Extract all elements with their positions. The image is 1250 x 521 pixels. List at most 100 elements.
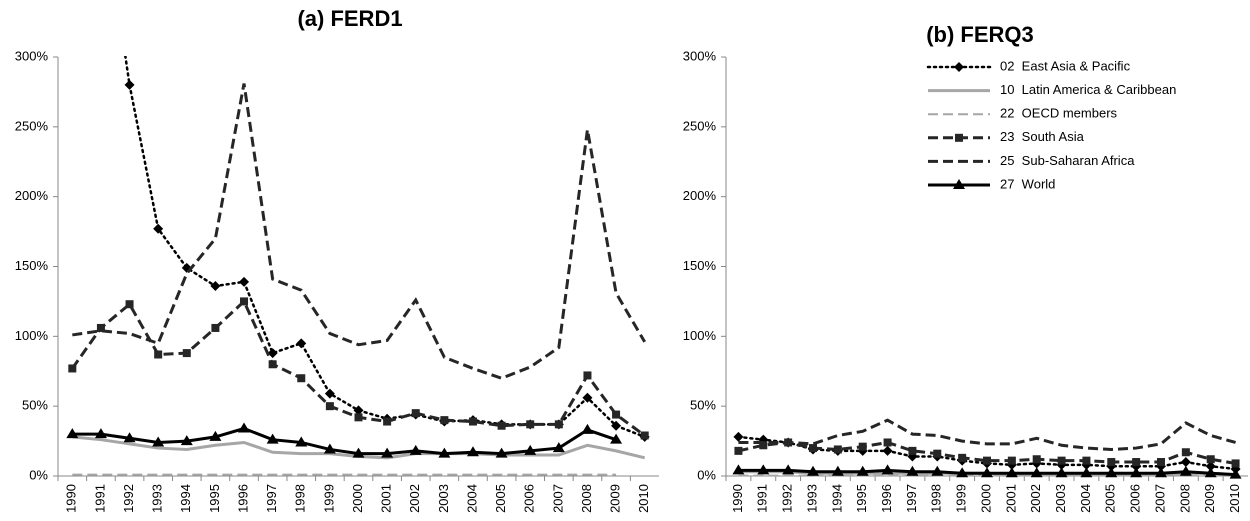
marker [440,416,449,425]
series-line [738,418,1236,451]
y-tick-label: 50% [22,398,48,413]
marker [240,297,249,306]
marker [611,420,622,431]
marker [908,446,917,455]
marker [933,449,942,458]
marker [931,465,944,476]
y-tick-label: 0% [697,467,716,482]
marker [297,374,306,383]
series-line [72,426,617,456]
x-tick-label: 2006 [522,484,537,513]
marker [1107,458,1116,467]
x-tick-label: 2000 [350,484,365,513]
series-line [124,56,646,439]
x-tick-label: 2007 [1152,484,1167,513]
marker [831,465,844,476]
marker [833,445,842,454]
marker [1030,467,1043,478]
marker [1057,456,1066,465]
x-tick-label: 1990 [730,484,745,513]
y-tick-label: 100% [15,328,49,343]
marker [124,79,135,90]
marker [411,409,420,418]
x-tick-label: 1990 [64,484,79,513]
marker [497,421,506,430]
marker [759,441,768,450]
marker [782,464,795,475]
marker [324,388,335,399]
marker [981,467,993,478]
marker [182,349,191,358]
marker [323,443,336,454]
marker [238,422,251,433]
chart-panel: (b) FERQ3 0% 50% 100% 150% 200% 250% 300% 1990 19… [683,22,1248,513]
marker [96,323,105,332]
marker [267,348,278,359]
marker [732,464,745,475]
x-tick-label: 2009 [1202,484,1217,513]
x-tick-label: 2002 [407,484,422,513]
chart-title: (a) FERD1 [297,6,402,31]
x-tick-label: 2005 [493,484,508,513]
x-tick-label: 1996 [879,484,894,513]
x-tick-label: 2008 [1177,484,1192,513]
y-tick-label: 150% [683,258,717,273]
legend-label: 02 East Asia & Pacific [1000,58,1131,73]
x-tick-label: 1992 [780,484,795,513]
marker [858,442,867,451]
marker [409,444,422,455]
marker [123,432,136,443]
x-tick-label: 1994 [178,484,193,513]
marker [1179,465,1192,476]
marker [1229,468,1242,479]
y-tick-label: 250% [683,118,717,133]
marker [552,442,565,453]
marker [1105,467,1118,478]
marker [68,364,77,373]
marker [883,438,892,447]
marker [353,405,364,416]
marker [209,430,222,441]
marker [956,467,969,478]
marker [495,447,508,458]
marker [381,447,394,458]
marker [152,436,165,447]
marker [325,402,334,411]
x-tick-label: 2010 [1227,484,1242,513]
legend-label: 27 World [1000,176,1055,191]
marker [612,410,621,419]
x-tick-label: 1991 [92,484,107,513]
marker [1080,467,1093,478]
marker [953,179,965,189]
marker [526,420,535,429]
marker [610,433,623,444]
marker [268,360,277,369]
x-tick-label: 2003 [1053,484,1068,513]
y-tick-label: 300% [683,48,717,63]
legend-label: 23 South Asia [1000,129,1085,144]
y-tick-label: 250% [15,118,49,133]
marker [1130,467,1143,478]
marker [1032,455,1041,464]
marker [734,446,743,455]
x-tick-label: 2008 [579,484,594,513]
y-tick-label: 100% [683,328,717,343]
marker [582,392,593,403]
marker [882,445,893,456]
y-tick-label: 50% [690,398,716,413]
marker [1205,461,1216,472]
marker [1055,467,1068,478]
marker [66,428,79,439]
x-tick-label: 2002 [1028,484,1043,513]
chart-title: (b) FERQ3 [926,22,1034,47]
marker [210,281,221,292]
marker [906,465,919,476]
marker [1180,457,1191,468]
x-tick-label: 2000 [978,484,993,513]
marker [1007,456,1016,465]
y-tick-label: 300% [15,48,49,63]
marker [1206,455,1215,464]
marker [354,413,363,422]
marker [211,323,220,332]
